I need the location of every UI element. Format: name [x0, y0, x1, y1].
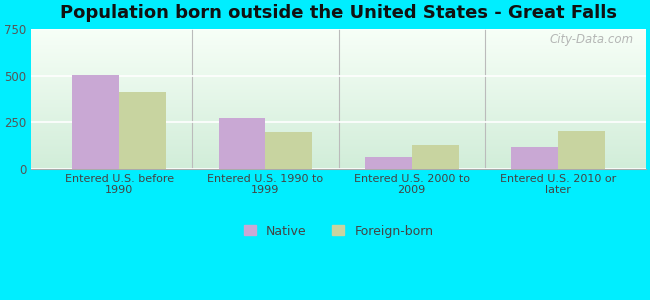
Bar: [265, 132, 312, 169]
Bar: [558, 131, 605, 169]
Bar: [72, 75, 119, 169]
Bar: [511, 147, 558, 169]
Bar: [411, 145, 458, 169]
Bar: [365, 157, 411, 169]
Title: Population born outside the United States - Great Falls: Population born outside the United State…: [60, 4, 617, 22]
Bar: [119, 92, 166, 169]
Legend: Native, Foreign-born: Native, Foreign-born: [239, 220, 438, 242]
Text: City-Data.com: City-Data.com: [549, 34, 634, 46]
Bar: [218, 118, 265, 169]
